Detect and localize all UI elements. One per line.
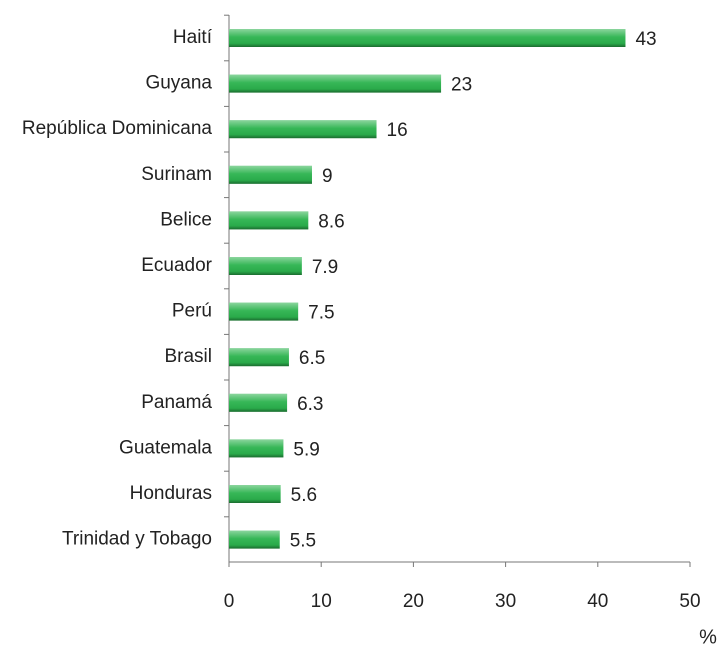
x-tick-label: 0 <box>224 591 235 612</box>
data-label: 23 <box>451 75 472 96</box>
bar-shade <box>229 439 284 458</box>
y-tick-label: Trinidad y Tobago <box>62 529 212 550</box>
bar-shade <box>229 302 299 321</box>
y-tick-label: República Dominicana <box>22 118 213 139</box>
bar-shade <box>229 348 289 367</box>
bar-shade <box>229 165 312 184</box>
y-tick-label: Belice <box>160 209 212 230</box>
data-label: 7.5 <box>308 303 334 324</box>
bar-shade <box>229 257 302 275</box>
x-axis-label: % <box>699 626 717 648</box>
data-label: 43 <box>635 29 656 50</box>
data-label: 5.5 <box>290 531 316 552</box>
y-tick-label: Honduras <box>130 483 212 504</box>
y-tick-label: Guyana <box>145 73 212 94</box>
y-tick-label: Surinam <box>141 164 212 185</box>
data-label: 8.6 <box>318 211 344 232</box>
y-tick-label: Haití <box>173 27 213 48</box>
x-tick-label: 10 <box>311 591 332 612</box>
bar-shade <box>229 211 309 230</box>
y-tick-label: Panamá <box>141 392 212 413</box>
y-tick-label: Perú <box>172 301 212 322</box>
y-tick-label: Guatemala <box>119 437 212 458</box>
bar-shade <box>229 485 281 503</box>
x-tick-label: 50 <box>679 591 700 612</box>
bar-shade <box>229 29 626 47</box>
y-tick-label: Brasil <box>164 346 212 367</box>
data-label: 9 <box>322 166 333 187</box>
data-label: 7.9 <box>312 257 338 278</box>
bar-shade <box>229 120 377 139</box>
y-tick-label: Ecuador <box>141 255 212 276</box>
data-label: 6.5 <box>299 348 325 369</box>
x-tick-label: 30 <box>495 591 516 612</box>
data-label: 5.9 <box>293 439 319 460</box>
data-label: 6.3 <box>297 394 323 415</box>
bar-shade <box>229 74 442 93</box>
data-label: 16 <box>387 120 408 141</box>
data-label: 5.6 <box>291 485 317 506</box>
x-tick-label: 40 <box>587 591 608 612</box>
x-tick-label: 20 <box>403 591 424 612</box>
bar-shade <box>229 530 280 549</box>
bar-shade <box>229 393 288 412</box>
